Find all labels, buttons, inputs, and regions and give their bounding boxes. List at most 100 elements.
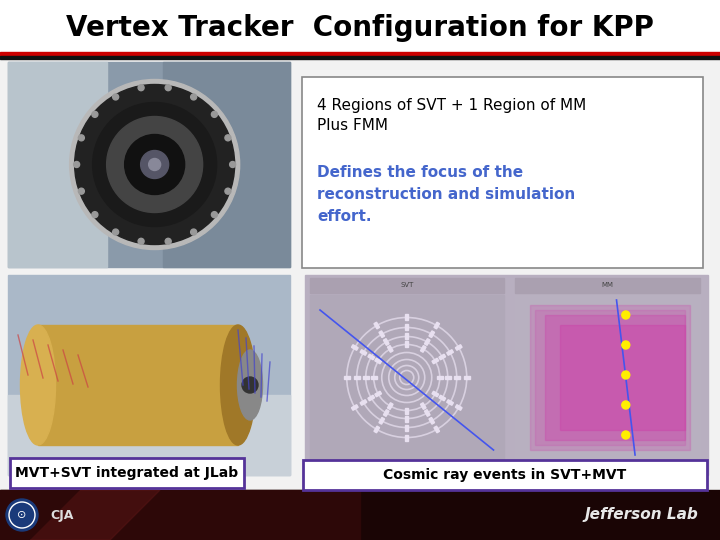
FancyBboxPatch shape bbox=[303, 460, 707, 490]
Bar bbox=[464, 376, 469, 379]
Ellipse shape bbox=[238, 350, 263, 420]
Bar bbox=[544, 315, 685, 440]
Bar bbox=[354, 376, 360, 379]
Bar bbox=[529, 305, 690, 450]
Bar bbox=[515, 278, 700, 293]
Bar bbox=[455, 345, 462, 350]
Text: ⊙: ⊙ bbox=[17, 510, 27, 520]
Ellipse shape bbox=[20, 325, 55, 445]
Bar bbox=[387, 403, 393, 409]
Bar bbox=[360, 350, 366, 355]
Circle shape bbox=[6, 499, 38, 531]
Bar bbox=[446, 350, 454, 355]
Circle shape bbox=[92, 212, 98, 218]
Bar bbox=[310, 278, 503, 293]
Text: MM: MM bbox=[601, 282, 613, 288]
Bar bbox=[384, 339, 389, 346]
Circle shape bbox=[191, 229, 197, 235]
Bar bbox=[515, 295, 700, 460]
Bar bbox=[305, 275, 708, 475]
Bar bbox=[405, 424, 408, 430]
Bar bbox=[387, 346, 393, 352]
Bar bbox=[0, 56, 720, 59]
Bar bbox=[375, 391, 382, 397]
Bar bbox=[0, 59, 720, 490]
FancyBboxPatch shape bbox=[10, 458, 244, 488]
Bar bbox=[425, 339, 430, 346]
Text: Jefferson Lab: Jefferson Lab bbox=[584, 508, 698, 523]
Bar bbox=[343, 376, 350, 379]
Bar bbox=[429, 331, 435, 338]
Bar bbox=[559, 325, 685, 430]
Bar bbox=[534, 310, 685, 445]
Circle shape bbox=[125, 134, 184, 194]
Bar bbox=[432, 391, 438, 397]
Bar bbox=[405, 341, 408, 348]
Circle shape bbox=[165, 238, 171, 244]
Bar bbox=[38, 325, 238, 445]
Bar bbox=[439, 395, 446, 401]
Bar bbox=[360, 400, 366, 406]
Bar bbox=[0, 52, 720, 56]
Bar bbox=[379, 417, 384, 424]
Bar bbox=[454, 376, 460, 379]
Ellipse shape bbox=[220, 325, 256, 445]
Text: Plus FMM: Plus FMM bbox=[317, 118, 388, 133]
Bar bbox=[0, 0, 720, 55]
Circle shape bbox=[622, 371, 630, 379]
Bar bbox=[405, 415, 408, 422]
Bar bbox=[0, 490, 360, 540]
FancyBboxPatch shape bbox=[302, 77, 703, 268]
Bar bbox=[420, 403, 426, 409]
Circle shape bbox=[225, 188, 231, 194]
Circle shape bbox=[93, 103, 217, 226]
Circle shape bbox=[73, 161, 80, 167]
Bar bbox=[432, 358, 438, 364]
Bar bbox=[434, 426, 439, 433]
Bar bbox=[368, 395, 374, 401]
Bar bbox=[437, 376, 443, 379]
Circle shape bbox=[107, 117, 202, 213]
Bar bbox=[439, 354, 446, 360]
Circle shape bbox=[140, 151, 168, 179]
Bar bbox=[374, 426, 379, 433]
Bar bbox=[429, 417, 435, 424]
Circle shape bbox=[242, 377, 258, 393]
Bar bbox=[8, 275, 290, 475]
Bar bbox=[8, 62, 107, 267]
Text: SVT: SVT bbox=[400, 282, 413, 288]
Circle shape bbox=[622, 431, 630, 439]
Text: Vertex Tracker  Configuration for KPP: Vertex Tracker Configuration for KPP bbox=[66, 14, 654, 42]
Circle shape bbox=[622, 311, 630, 319]
Text: Cosmic ray events in SVT+MVT: Cosmic ray events in SVT+MVT bbox=[383, 468, 626, 482]
Circle shape bbox=[212, 212, 217, 218]
Bar bbox=[8, 395, 290, 475]
Circle shape bbox=[138, 85, 144, 91]
Bar bbox=[371, 376, 377, 379]
Bar bbox=[351, 404, 358, 410]
Bar bbox=[446, 400, 454, 406]
Bar bbox=[405, 435, 408, 441]
Circle shape bbox=[70, 79, 240, 249]
Circle shape bbox=[622, 341, 630, 349]
Bar bbox=[420, 346, 426, 352]
Bar bbox=[8, 62, 290, 267]
PathPatch shape bbox=[30, 490, 160, 540]
Bar bbox=[445, 376, 451, 379]
Bar bbox=[425, 410, 430, 416]
Circle shape bbox=[191, 94, 197, 100]
Text: CJA: CJA bbox=[50, 509, 73, 522]
Bar bbox=[351, 345, 358, 350]
Bar bbox=[163, 62, 290, 267]
Circle shape bbox=[165, 85, 171, 91]
Circle shape bbox=[112, 229, 119, 235]
Text: MVT+SVT integrated at JLab: MVT+SVT integrated at JLab bbox=[15, 466, 238, 480]
Circle shape bbox=[212, 111, 217, 117]
Bar bbox=[374, 322, 379, 329]
Text: 4 Regions of SVT + 1 Region of MM: 4 Regions of SVT + 1 Region of MM bbox=[317, 98, 586, 113]
Bar bbox=[434, 322, 439, 329]
Bar bbox=[405, 408, 408, 414]
Text: Defines the focus of the
reconstruction and simulation
effort.: Defines the focus of the reconstruction … bbox=[317, 165, 575, 225]
Bar bbox=[405, 325, 408, 330]
Circle shape bbox=[78, 188, 84, 194]
